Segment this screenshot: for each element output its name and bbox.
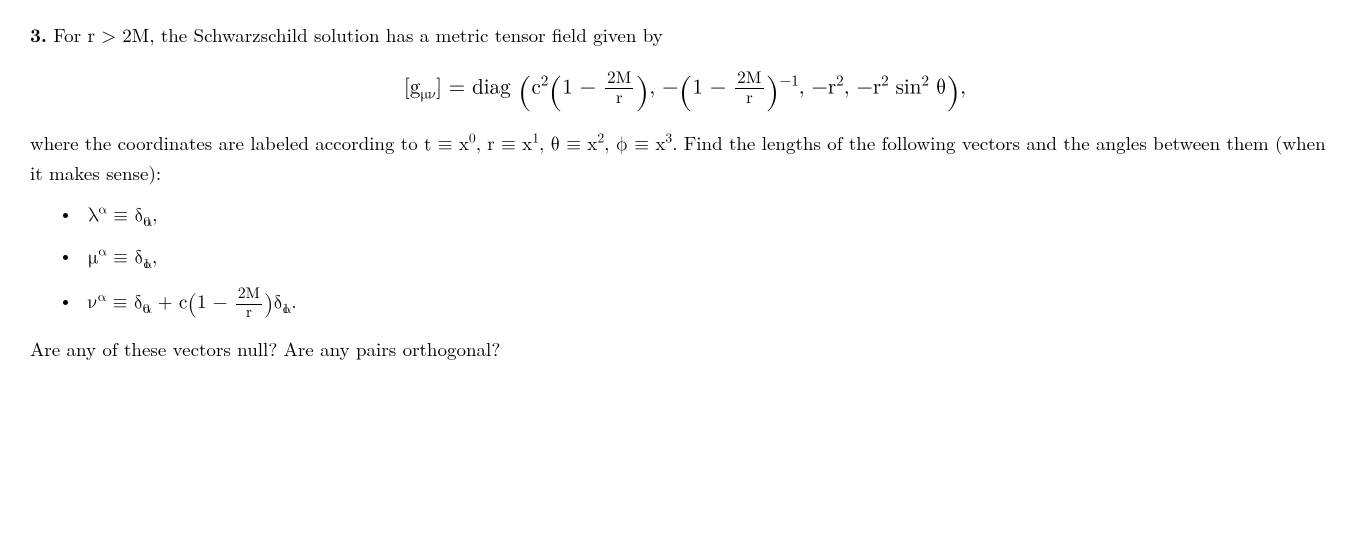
eq-oneminus-2: 1 − — [692, 77, 733, 98]
mu: μ — [88, 248, 98, 267]
list-item: να ≡ δα0 + c(1 − 2Mr)δα1. — [80, 287, 1340, 321]
nu: ν — [88, 293, 98, 312]
vector-list: λα ≡ δα0, μα ≡ δα1, να ≡ δα0 + c(1 − 2Mr… — [30, 202, 1340, 321]
coords-para: where the coordinates are labeled accord… — [30, 129, 1340, 188]
closing-question: Are any of these vectors null? Are any p… — [30, 335, 1340, 364]
eq-theta: θ — [929, 77, 946, 98]
eq-lhs-sub: μν — [420, 86, 436, 101]
list-item: μα ≡ δα1, — [80, 244, 1340, 273]
lambda: λ — [88, 206, 98, 225]
coords-a: where the coordinates are labeled accord… — [30, 129, 424, 156]
problem-number: 3. — [30, 20, 47, 48]
eq-r2b: , −r — [844, 77, 881, 98]
frac-3: 2Mr — [236, 287, 262, 321]
eq-inv: −1 — [779, 73, 798, 88]
intro-cond: r > 2M — [87, 27, 149, 46]
frac-1: 2Mr — [605, 70, 633, 107]
eq-lhs-close: ] = diag — [436, 77, 518, 98]
frac-2: 2Mr — [735, 70, 763, 107]
eq-r2a: , −r — [799, 77, 836, 98]
eq-oneminus-1: 1 − — [562, 77, 603, 98]
problem-intro: 3. For r > 2M, the Schwarzschild solutio… — [30, 20, 1340, 52]
eq-lhs: [g — [404, 77, 420, 98]
list-item: λα ≡ δα0, — [80, 202, 1340, 231]
eq-c: c — [531, 77, 540, 98]
eq-comma: , — [960, 77, 966, 98]
eq-sin: sin — [889, 77, 922, 98]
intro-text-b: , the Schwarzschild solution has a metri… — [149, 21, 663, 48]
metric-equation: [gμν] = diag (c2(1 − 2Mr), −(1 − 2Mr)−1,… — [30, 70, 1340, 107]
intro-text-a: For — [53, 21, 87, 48]
